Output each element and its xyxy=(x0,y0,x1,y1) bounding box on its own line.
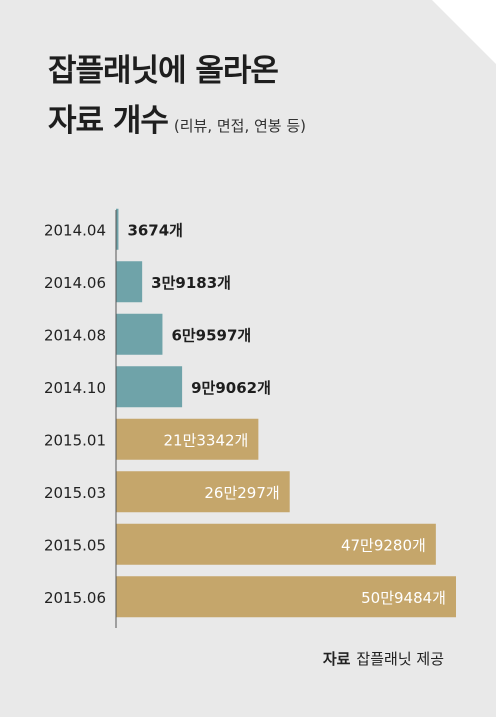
title-line-1: 잡플래닛에 올라온 xyxy=(48,53,279,89)
category-label: 2014.04 xyxy=(44,221,106,239)
data-label: 47만9280개 xyxy=(341,536,426,554)
data-label: 6만9597개 xyxy=(171,326,251,344)
bar xyxy=(116,576,456,618)
source-label: 자료 xyxy=(322,650,351,668)
data-label: 3674개 xyxy=(127,221,183,239)
chart-title: 잡플래닛에 올라온 자료 개수 (리뷰, 면접, 연봉 등) xyxy=(48,46,306,151)
data-label: 3만9183개 xyxy=(151,274,231,292)
bar xyxy=(116,523,436,565)
bar xyxy=(116,261,143,303)
category-label: 2014.06 xyxy=(44,274,106,292)
data-label: 9만9062개 xyxy=(191,379,271,397)
category-label: 2015.01 xyxy=(44,431,106,449)
category-label: 2015.05 xyxy=(44,536,106,554)
bar xyxy=(116,366,183,408)
title-line-2-text: 자료 개수 xyxy=(48,103,169,139)
chart-subtitle: (리뷰, 면접, 연봉 등) xyxy=(173,117,307,135)
category-label: 2014.08 xyxy=(44,326,106,344)
source-note: 자료 잡플래닛 제공 xyxy=(323,648,444,669)
bar xyxy=(116,313,163,355)
data-label: 26만297개 xyxy=(204,484,279,502)
data-label: 50만9484개 xyxy=(361,589,446,607)
bar xyxy=(116,471,290,513)
title-line-2: 자료 개수 (리뷰, 면접, 연봉 등) xyxy=(48,96,306,151)
data-label: 21만3342개 xyxy=(163,431,248,449)
bar xyxy=(116,418,259,460)
bar xyxy=(116,208,119,250)
source-text: 잡플래닛 제공 xyxy=(356,650,444,668)
category-label: 2015.03 xyxy=(44,484,106,502)
category-label: 2014.10 xyxy=(44,379,106,397)
category-label: 2015.06 xyxy=(44,589,106,607)
